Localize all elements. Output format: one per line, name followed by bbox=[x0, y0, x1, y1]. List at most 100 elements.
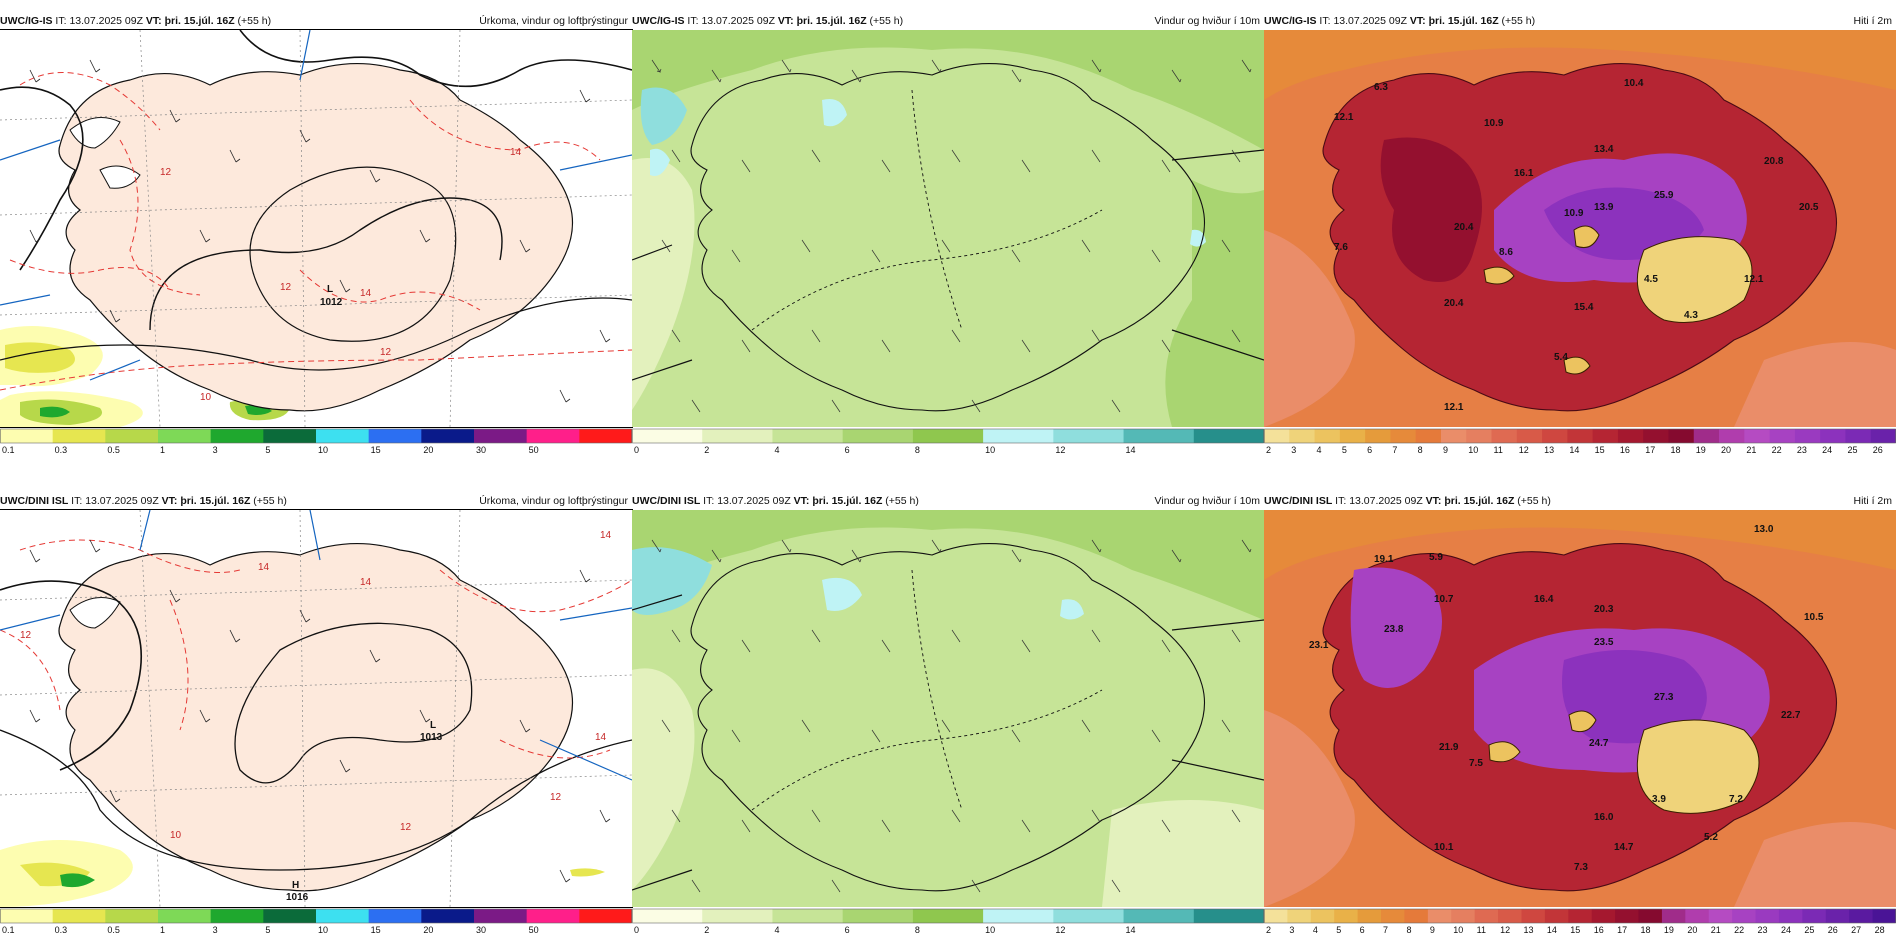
precip-colorbar-swatch bbox=[263, 429, 317, 443]
temp-colorbar-tick: 4 bbox=[1313, 925, 1318, 935]
temperature-label: 5.4 bbox=[1554, 352, 1568, 363]
precip-colorbar-tick: 5 bbox=[265, 925, 270, 935]
temp-colorbar-swatch bbox=[1542, 429, 1568, 443]
wind-colorbar-tick: 10 bbox=[985, 445, 995, 455]
vt-label: VT: bbox=[1425, 495, 1442, 507]
temperature-label: 16.1 bbox=[1514, 168, 1534, 179]
wind-colorbar-tick: 2 bbox=[704, 925, 709, 935]
panel-wind-row1: UWC/IG-IS IT: 13.07.2025 09Z VT: þri. 15… bbox=[632, 12, 1264, 472]
precip-colorbar-swatch bbox=[105, 909, 159, 923]
precip-colorbar-swatch bbox=[368, 909, 422, 923]
temp-colorbar-swatch bbox=[1592, 429, 1619, 443]
vt-label: VT: bbox=[777, 15, 794, 27]
temp-colorbar-swatch bbox=[1778, 909, 1803, 923]
temp-colorbar-swatch bbox=[1516, 429, 1543, 443]
temp-colorbar-swatch bbox=[1820, 429, 1846, 443]
temp-colorbar-swatch bbox=[1685, 909, 1710, 923]
temp-colorbar-swatch bbox=[1474, 909, 1499, 923]
temp-colorbar-swatch bbox=[1415, 429, 1442, 443]
wind-colorbar-swatch bbox=[632, 909, 703, 923]
wind-colorbar-swatch bbox=[702, 909, 773, 923]
precip-colorbar-tick: 3 bbox=[213, 445, 218, 455]
temperature-label: 5.2 bbox=[1704, 832, 1718, 843]
temp-colorbar-tick: 10 bbox=[1453, 925, 1463, 935]
wind-map[interactable] bbox=[632, 510, 1264, 907]
precip-colorbar-swatch bbox=[105, 429, 159, 443]
panel-header: UWC/IG-IS IT: 13.07.2025 09Z VT: þri. 15… bbox=[1264, 12, 1896, 30]
temperature-label: 19.1 bbox=[1374, 554, 1394, 565]
temp-colorbar-swatch bbox=[1568, 909, 1593, 923]
wind-colorbar-tick: 4 bbox=[774, 925, 779, 935]
temperature-label: 4.3 bbox=[1684, 310, 1698, 321]
wind-colorbar-swatch bbox=[772, 909, 844, 923]
temp-colorbar-swatch bbox=[1668, 429, 1695, 443]
lead-time: (+55 h) bbox=[885, 495, 919, 507]
temp-colorbar-swatch bbox=[1870, 429, 1896, 443]
temperature-label: 14.7 bbox=[1614, 842, 1634, 853]
precip-colorbar-swatch bbox=[210, 429, 264, 443]
wind-colorbar-tick: 14 bbox=[1126, 445, 1136, 455]
temp-colorbar-tick: 21 bbox=[1711, 925, 1721, 935]
pressure-low-mark: L bbox=[327, 284, 333, 295]
vt-value: þri. 15.júl. 16Z bbox=[164, 15, 235, 27]
svg-text:12: 12 bbox=[380, 347, 392, 358]
wind-colorbar-swatch bbox=[983, 429, 1054, 443]
precip-colorbar-swatch bbox=[579, 909, 632, 923]
precip-colorbar-tick: 1 bbox=[160, 925, 165, 935]
temp-colorbar-tick: 6 bbox=[1360, 925, 1365, 935]
temp-map[interactable]: 13.0 19.1 5.9 10.7 16.4 20.3 10.5 23.8 23.5 27.3 2… bbox=[1264, 510, 1896, 907]
temp-map[interactable]: 6.3 10.4 12.1 10.9 13.4 20.8 16.1 25.9 20.5 10.9 1… bbox=[1264, 30, 1896, 427]
panel-precip-row1: UWC/IG-IS IT: 13.07.2025 09Z VT: þri. 15… bbox=[0, 12, 633, 472]
temp-colorbar-swatch bbox=[1802, 909, 1827, 923]
colorbar-temp: 2 3 4 5 6 7 8 9 10 11 12 13 14 15 16 17 18 19 20 21 22 23 24 25… bbox=[1264, 427, 1896, 463]
temp-colorbar-swatch bbox=[1334, 909, 1359, 923]
precip-map[interactable]: 12 14 12 10 12 14 L 1012 bbox=[0, 29, 633, 428]
model-name: UWC/DINI ISL bbox=[0, 495, 69, 507]
model-name: UWC/IG-IS bbox=[1264, 15, 1317, 27]
precip-colorbar-tick: 20 bbox=[423, 445, 433, 455]
vt-label: VT: bbox=[145, 15, 162, 27]
wind-map[interactable] bbox=[632, 30, 1264, 427]
temperature-label: 7.2 bbox=[1729, 794, 1743, 805]
colorbar-wind: 0 2 4 6 8 10 12 14 bbox=[632, 907, 1264, 943]
temperature-label: 12.1 bbox=[1744, 274, 1764, 285]
temp-colorbar-swatch bbox=[1491, 429, 1518, 443]
temp-colorbar-swatch bbox=[1845, 429, 1872, 443]
temp-colorbar-swatch bbox=[1264, 909, 1288, 923]
precip-colorbar-swatch bbox=[0, 429, 54, 443]
temp-colorbar-tick: 13 bbox=[1544, 445, 1554, 455]
wind-colorbar-tick: 8 bbox=[915, 445, 920, 455]
svg-text:10: 10 bbox=[170, 830, 182, 841]
wind-colorbar-swatch bbox=[1123, 909, 1195, 923]
precip-colorbar-swatch bbox=[52, 909, 106, 923]
precip-colorbar-swatch bbox=[368, 429, 422, 443]
precip-map[interactable]: 14 14 14 12 14 12 10 12 L 1013 H 1016 bbox=[0, 509, 633, 908]
wind-colorbar-swatch bbox=[1053, 429, 1125, 443]
temp-colorbar-tick: 3 bbox=[1289, 925, 1294, 935]
precip-colorbar-swatch bbox=[210, 909, 264, 923]
temperature-label: 20.5 bbox=[1799, 202, 1819, 213]
temperature-label: 6.3 bbox=[1374, 82, 1388, 93]
precip-colorbar-swatch bbox=[263, 909, 317, 923]
temp-colorbar-tick: 15 bbox=[1595, 445, 1605, 455]
temp-colorbar-tick: 7 bbox=[1383, 925, 1388, 935]
temp-colorbar-tick: 23 bbox=[1797, 445, 1807, 455]
wind-colorbar-tick: 6 bbox=[845, 925, 850, 935]
it-label: IT: bbox=[55, 15, 67, 27]
temp-colorbar-swatch bbox=[1744, 429, 1771, 443]
temp-colorbar-swatch bbox=[1404, 909, 1429, 923]
temperature-label: 20.8 bbox=[1764, 156, 1784, 167]
precip-colorbar-tick: 50 bbox=[529, 925, 539, 935]
temp-colorbar-tick: 9 bbox=[1443, 445, 1448, 455]
temp-colorbar-tick: 15 bbox=[1570, 925, 1580, 935]
temp-colorbar-tick: 5 bbox=[1336, 925, 1341, 935]
temp-colorbar-tick: 7 bbox=[1392, 445, 1397, 455]
temp-colorbar-tick: 26 bbox=[1873, 445, 1883, 455]
precip-colorbar-tick: 0.1 bbox=[2, 925, 15, 935]
wind-colorbar-swatch bbox=[912, 909, 984, 923]
it-label: IT: bbox=[1335, 495, 1347, 507]
header-left: UWC/DINI ISL IT: 13.07.2025 09Z VT: þri.… bbox=[0, 492, 287, 510]
svg-text:12: 12 bbox=[20, 630, 32, 641]
svg-text:12: 12 bbox=[280, 282, 292, 293]
temp-colorbar-tick: 18 bbox=[1670, 445, 1680, 455]
